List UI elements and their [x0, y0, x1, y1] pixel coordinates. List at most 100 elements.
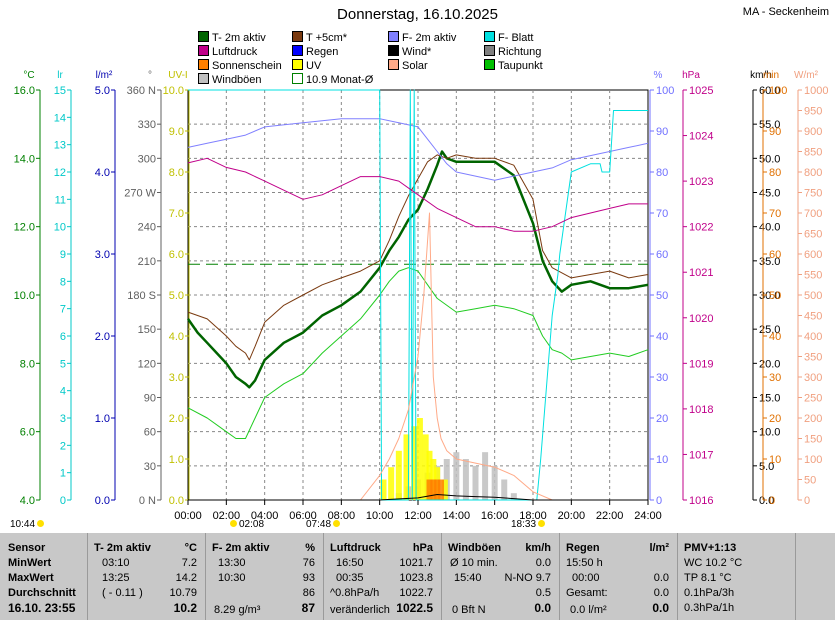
legend-item: Richtung	[484, 45, 541, 59]
table-cell: Gesamt:	[566, 587, 608, 599]
legend-item: 10.9 Monat-Ø	[292, 73, 373, 87]
y-tick-label: 25.0	[759, 324, 780, 336]
x-tick-label: 06:00	[289, 510, 317, 522]
y-tick-label: 7.0	[169, 208, 184, 220]
legend-swatch	[198, 31, 209, 42]
legend-item: Sonnenschein	[198, 59, 282, 73]
y-tick-label: 750	[804, 188, 822, 200]
table-footer: 0.0	[652, 601, 669, 615]
y-tick-label: 12.0	[14, 222, 35, 234]
sunrise-time: 10:44	[10, 519, 36, 530]
table-cell: 10.79	[169, 587, 197, 599]
legend-label: Wind*	[402, 46, 432, 58]
y-tick-label: 100	[656, 85, 674, 97]
y-tick-label: 45.0	[759, 188, 780, 200]
y-tick-label: 16.0	[14, 85, 35, 97]
table-unit: hPa	[412, 542, 433, 554]
y-tick-label: 4.0	[95, 167, 110, 179]
x-tick-label: 04:00	[251, 510, 279, 522]
y-tick-label: 70	[656, 208, 668, 220]
y-tick-label: 500	[804, 290, 822, 302]
y-tick-label: 150	[804, 434, 822, 446]
y-tick-label: 200	[804, 413, 822, 425]
y-tick-label: 210	[138, 256, 156, 268]
legend-label: Richtung	[498, 46, 542, 58]
y-tick-label: 1021	[689, 267, 713, 279]
y-tick-label: 450	[804, 311, 822, 323]
y-tick-label: 1.0	[95, 413, 110, 425]
y-tick-label: 3.0	[95, 249, 110, 261]
y-tick-label: 0	[804, 495, 810, 507]
bar-windb-en	[510, 493, 517, 500]
table-header: PMV+1:13	[684, 542, 737, 554]
y-tick-label: 1018	[689, 404, 713, 416]
y-tick-label: 30	[144, 461, 156, 473]
legend-item: Taupunkt	[484, 59, 543, 73]
bar-uv	[403, 434, 410, 500]
legend-label: Sonnenschein	[212, 60, 282, 72]
table-cell: 0.0 l/m²	[570, 604, 607, 616]
legend-label: Windböen	[212, 74, 262, 86]
y-tick-label: 14	[54, 112, 66, 124]
y-tick-label: 330	[138, 119, 156, 131]
y-axis-unit: lr	[57, 70, 63, 81]
y-tick-label: 80	[656, 167, 668, 179]
legend-label: T +5cm*	[306, 32, 348, 44]
y-tick-label: 800	[804, 167, 822, 179]
series-t-5cm-	[187, 154, 649, 361]
table-cell: veränderlich	[330, 604, 390, 616]
legend-item: Regen	[292, 45, 338, 59]
y-tick-label: 14.0	[14, 153, 35, 165]
y-tick-label: 10	[54, 222, 66, 234]
table-cell: ( - 0.11 )	[102, 587, 143, 599]
table-cell: 14.2	[175, 572, 197, 584]
table-cell: 0.1hPa/3h	[684, 587, 735, 599]
y-tick-label: 20	[656, 413, 668, 425]
table-cell: 00:35	[336, 572, 364, 584]
x-tick-label: 18:00	[519, 510, 547, 522]
y-tick-label: 0	[769, 495, 775, 507]
series-f-2m-aktiv	[187, 118, 649, 181]
y-tick-label: 150	[138, 324, 156, 336]
sun-event-1-time: 02:08	[239, 519, 265, 530]
sun-event-2: 07:48	[306, 519, 341, 530]
legend-swatch	[388, 31, 399, 42]
legend-item: Windböen	[198, 73, 262, 87]
series-wind-	[188, 494, 648, 501]
y-tick-label: 30	[769, 372, 781, 384]
y-tick-label: 180 S	[127, 290, 156, 302]
table-col-pressure: Luftdruck hPa 16:50 1021.7 00:35 1023.8 …	[324, 533, 442, 620]
x-tick-label: 10:00	[366, 510, 394, 522]
legend-item: F- 2m aktiv	[388, 31, 456, 45]
series-solar	[188, 212, 648, 501]
legend-label: Solar	[402, 60, 428, 72]
table-footer: 16.10. 23:55	[8, 601, 76, 615]
y-tick-label: 2	[60, 440, 66, 452]
table-cell: 7.2	[181, 557, 197, 569]
y-tick-label: 360 N	[127, 85, 156, 97]
series-f-blatt	[188, 89, 648, 501]
sun-icon	[538, 520, 546, 527]
sun-icon	[333, 520, 341, 527]
x-tick-label: 00:00	[174, 510, 202, 522]
y-axis-unit: %	[654, 70, 663, 81]
bar-uv	[411, 426, 418, 500]
table-col-humidity: F- 2m aktiv % 13:30 76 10:30 93 86 8.29 …	[206, 533, 324, 620]
y-tick-label: 90	[144, 393, 156, 405]
y-axis-unit: °	[148, 70, 152, 81]
y-axis-unit: l/m²	[96, 70, 113, 81]
legend-label: F- Blatt	[498, 32, 534, 44]
table-footer: 87	[301, 601, 315, 615]
y-tick-label: 70	[769, 208, 781, 220]
y-tick-label: 50	[804, 475, 816, 487]
table-col-temperature: T- 2m aktiv °C 03:10 7.2 13:25 14.2 ( - …	[88, 533, 206, 620]
legend-label: UV	[306, 60, 322, 72]
y-tick-label: 5.0	[95, 85, 110, 97]
y-tick-label: 30.0	[759, 290, 780, 302]
legend-item: Wind*	[388, 45, 431, 59]
y-tick-label: 1.0	[169, 454, 184, 466]
y-tick-label: 10.0	[163, 85, 184, 97]
y-tick-label: 300	[804, 372, 822, 384]
y-tick-label: 10	[656, 454, 668, 466]
y-tick-label: 0	[656, 495, 662, 507]
